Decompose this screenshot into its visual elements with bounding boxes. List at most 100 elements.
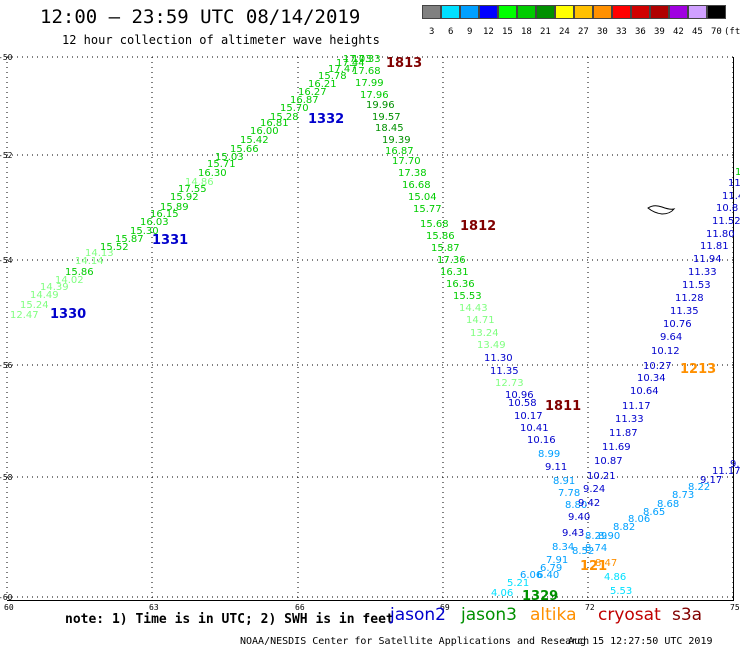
colorbar-swatch [650, 5, 669, 19]
colorbar-label: 36 [635, 27, 646, 37]
wave-height-value: 10.21 [587, 471, 616, 482]
colorbar-swatch [460, 5, 479, 19]
wave-height-value: 8.68 [657, 499, 679, 510]
wave-height-value: 7.78 [558, 488, 580, 499]
colorbar-label: 42 [673, 27, 684, 37]
wave-height-value: 6.40 [537, 570, 559, 581]
wave-height-value: 10.76 [663, 319, 692, 330]
wave-height-value: 17.03 [343, 54, 372, 65]
wave-height-value: 11.81 [700, 241, 729, 252]
y-axis-label: -60 [0, 593, 13, 602]
x-axis-label: 75 [730, 603, 740, 612]
colorbar-label: 9 [467, 27, 473, 37]
wave-height-value: 11.4 [722, 191, 740, 202]
wave-height-value: 6.79 [540, 563, 562, 574]
credit-text: NOAA/NESDIS Center for Satellite Applica… [240, 636, 590, 647]
colorbar-swatch [612, 5, 631, 19]
y-axis-label: -50 [0, 53, 13, 62]
wave-height-value: 16.03 [140, 217, 169, 228]
track-label: 1331 [152, 233, 188, 248]
wave-height-value: 13.24 [470, 328, 499, 339]
page-subtitle: 12 hour collection of altimeter wave hei… [62, 33, 380, 47]
wave-height-value: 8.82 [613, 522, 635, 533]
wave-height-value: 8.73 [672, 490, 694, 501]
wave-height-value: 16.21 [308, 79, 337, 90]
wave-height-value: 11.35 [670, 306, 699, 317]
wave-height-value: 10.12 [651, 346, 680, 357]
wave-height-value: 11 [728, 178, 740, 189]
wave-height-value: 17.36 [437, 255, 466, 266]
wave-height-value: 15.52 [100, 242, 129, 253]
colorbar-swatch [517, 5, 536, 19]
wave-height-value: 6.06 [520, 570, 542, 581]
legend-item-jason2: jason2 [390, 605, 446, 625]
wave-height-value: 15.71 [207, 159, 236, 170]
wave-height-value: 1 [735, 167, 740, 178]
colorbar-label: 33 [616, 27, 627, 37]
wave-height-value: 11.33 [688, 267, 717, 278]
wave-height-value: 15.92 [170, 192, 199, 203]
wave-height-value: 16.27 [298, 87, 327, 98]
wave-height-value: 8.91 [553, 476, 575, 487]
wave-height-value: 16.68 [402, 180, 431, 191]
wave-height-value: 16.87 [385, 146, 414, 157]
colorbar-label: 70 [711, 27, 722, 37]
x-axis-label: 72 [585, 603, 595, 612]
wave-height-value: 16.87 [290, 95, 319, 106]
y-axis-label: -52 [0, 151, 13, 160]
wave-height-value: 13.49 [477, 340, 506, 351]
wave-height-value: 17.96 [360, 90, 389, 101]
wave-height-value: 19.39 [382, 135, 411, 146]
island-outline [647, 205, 676, 215]
colorbar-label: 30 [597, 27, 608, 37]
colorbar-swatch [479, 5, 498, 19]
wave-height-value: 8.52 [572, 546, 594, 557]
x-axis-label: 60 [4, 603, 14, 612]
wave-height-value: 8.22 [688, 482, 710, 493]
wave-height-value: 8.80 [565, 500, 587, 511]
wave-height-value: 14.71 [466, 315, 495, 326]
legend-item-s3a: s3a [672, 605, 703, 625]
colorbar-swatch [631, 5, 650, 19]
legend-item-cryosat: cryosat [598, 605, 661, 625]
wave-height-value: 8.99 [538, 449, 560, 460]
wave-height-value: 11.17 [712, 466, 740, 477]
wave-height-value: 15.42 [240, 135, 269, 146]
wave-height-value: 10.27 [643, 361, 672, 372]
wave-height-value: 14.49 [30, 290, 59, 301]
track-label: 1213 [680, 362, 716, 377]
wave-height-value: 15.68 [420, 219, 449, 230]
wave-height-value: 10.34 [637, 373, 666, 384]
wave-height-value: 15.03 [215, 152, 244, 163]
wave-height-value: 15.28 [270, 112, 299, 123]
wave-height-value: 16.15 [150, 209, 179, 220]
colorbar-label: 21 [540, 27, 551, 37]
wave-height-value: 11.52 [712, 216, 740, 227]
colorbar-label: 27 [578, 27, 589, 37]
colorbar-label: (ft) [724, 27, 740, 37]
x-axis-label: 66 [295, 603, 305, 612]
wave-height-value: 9.43 [562, 528, 584, 539]
wave-height-value: 12.47 [10, 310, 39, 321]
wave-height-value: 14.14 [75, 256, 104, 267]
wave-height-value: 12.73 [495, 378, 524, 389]
wave-height-value: 11.30 [484, 353, 513, 364]
wave-height-value: 15.89 [160, 202, 189, 213]
wave-height-value: 11.35 [490, 366, 519, 377]
wave-height-value: 19.96 [366, 100, 395, 111]
wave-height-value: 14.39 [40, 282, 69, 293]
wave-height-value: 10.58 [508, 398, 537, 409]
wave-height-value: 16.30 [198, 168, 227, 179]
wave-height-value: 11.53 [682, 280, 711, 291]
wave-height-value: 10.17 [514, 411, 543, 422]
wave-height-value: 17.70 [392, 156, 421, 167]
note-text: note: 1) Time is in UTC; 2) SWH is in fe… [65, 612, 394, 627]
wave-height-value: 10.8 [716, 203, 738, 214]
wave-height-value: 8.65 [643, 507, 665, 518]
wave-height-value: 14.43 [459, 303, 488, 314]
wave-height-value: 17.68 [352, 66, 381, 77]
colorbar-label: 39 [654, 27, 665, 37]
y-axis-label: -56 [0, 361, 13, 370]
wave-height-value: 15.86 [426, 231, 455, 242]
wave-height-value: 16.31 [440, 267, 469, 278]
